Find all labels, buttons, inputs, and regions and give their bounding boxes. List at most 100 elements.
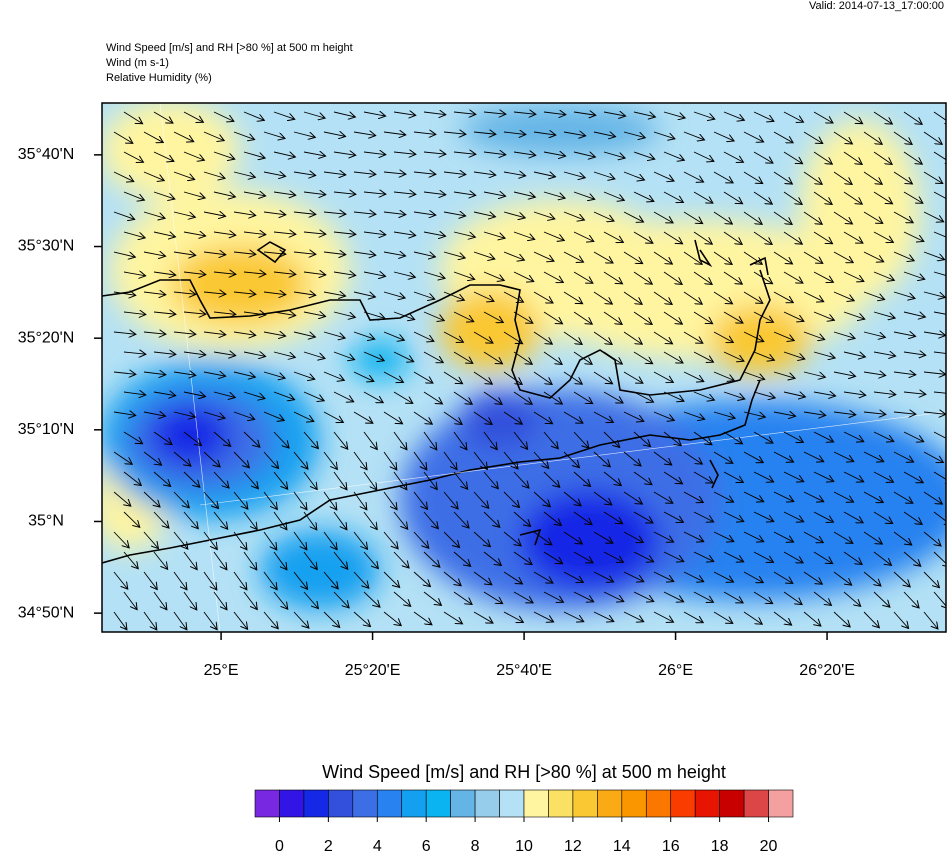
wind-arrow — [933, 191, 946, 202]
wind-arrow — [423, 431, 437, 450]
wind-arrow — [273, 351, 295, 357]
wind-arrow — [933, 471, 946, 483]
wind-arrow — [543, 311, 563, 324]
wind-arrow — [573, 152, 595, 157]
wind-arrow — [833, 571, 852, 585]
wind-arrow — [563, 132, 586, 136]
wind-arrow — [483, 112, 506, 114]
wind-arrow — [233, 491, 248, 509]
colorbar-box — [743, 789, 769, 818]
wind-arrow — [203, 131, 224, 141]
wind-arrow — [473, 212, 495, 217]
wind-arrow — [173, 292, 196, 294]
wind-arrow — [183, 591, 197, 610]
wind-arrow — [663, 311, 682, 324]
wind-arrow — [453, 591, 472, 604]
wind-arrow — [783, 231, 802, 244]
colorbar-tick-label: 10 — [515, 838, 533, 854]
colorbar-box — [548, 789, 574, 818]
wind-arrow — [623, 291, 642, 304]
wind-arrow — [923, 251, 945, 260]
wind-arrow — [453, 391, 472, 404]
wind-arrow — [753, 591, 773, 604]
wind-arrow — [173, 571, 187, 590]
wind-arrow — [143, 372, 166, 375]
wind-arrow — [773, 131, 793, 143]
wind-arrow — [443, 132, 466, 134]
wind-arrow — [303, 431, 318, 449]
wind-arrow — [803, 251, 823, 263]
wind-arrow — [123, 431, 143, 444]
wind-arrow — [153, 392, 176, 396]
wind-arrow — [933, 231, 946, 238]
wind-arrow — [263, 491, 277, 509]
wind-arrow — [473, 371, 492, 384]
wind-arrow — [173, 252, 196, 255]
wind-arrow — [423, 271, 445, 278]
wind-arrow — [693, 551, 714, 562]
wind-arrow — [593, 132, 615, 137]
wind-arrow — [353, 371, 374, 381]
wind-arrow — [483, 551, 501, 565]
wind-arrow — [243, 591, 257, 610]
wind-arrow — [233, 332, 256, 335]
wind-arrow — [273, 232, 296, 234]
wind-arrow — [153, 312, 176, 314]
wind-arrow — [693, 351, 713, 362]
wind-arrow — [893, 211, 913, 223]
wind-arrow — [173, 531, 188, 549]
wind-arrow — [873, 431, 894, 442]
wind-arrow — [203, 571, 217, 590]
colorbar-tick-label: 6 — [422, 838, 431, 854]
wind-arrow — [743, 571, 763, 583]
wind-arrow — [443, 491, 458, 509]
wind-arrow — [173, 491, 189, 508]
wind-arrow — [413, 411, 432, 424]
wind-arrow — [903, 471, 923, 483]
wind-arrow — [383, 331, 404, 340]
wind-arrow — [443, 251, 465, 258]
wind-arrow — [873, 511, 893, 524]
wind-arrow — [473, 411, 492, 424]
wind-arrow — [503, 331, 523, 344]
wind-arrow — [743, 331, 764, 342]
wind-arrow — [453, 112, 476, 114]
wind-arrow — [143, 211, 165, 218]
wind-arrow — [363, 511, 377, 530]
wind-arrow — [263, 212, 286, 215]
wind-arrow — [573, 271, 593, 283]
wind-arrow — [743, 211, 762, 224]
wind-arrow — [783, 431, 803, 442]
wind-arrow — [263, 451, 279, 468]
wind-arrow — [783, 191, 802, 204]
wind-arrow — [143, 451, 162, 465]
wind-arrow — [873, 151, 892, 164]
wind-arrow — [873, 311, 895, 318]
wind-arrow — [183, 431, 201, 445]
wind-arrow — [483, 511, 500, 527]
wind-arrow — [303, 391, 324, 401]
wind-arrow — [183, 151, 204, 160]
colorbar-box — [376, 789, 403, 818]
wind-arrow — [803, 531, 823, 543]
wind-arrow — [243, 232, 266, 235]
wind-arrow — [663, 151, 684, 160]
wind-arrow — [693, 591, 713, 602]
wind-arrow — [333, 391, 354, 402]
wind-arrow — [803, 371, 825, 377]
wind-arrow — [173, 131, 194, 142]
wind-arrow — [713, 531, 734, 542]
wind-arrow — [383, 252, 406, 256]
wind-arrow — [713, 331, 733, 343]
wind-arrow — [513, 391, 532, 404]
wind-arrow — [743, 491, 764, 502]
wind-arrow — [153, 591, 167, 610]
wind-arrow — [693, 311, 713, 324]
colorbar-box — [425, 789, 451, 818]
wind-arrow — [513, 311, 533, 323]
wind-arrow — [923, 211, 944, 222]
wind-arrow — [813, 351, 835, 358]
wind-arrow — [903, 431, 924, 442]
wind-arrow — [393, 431, 407, 450]
